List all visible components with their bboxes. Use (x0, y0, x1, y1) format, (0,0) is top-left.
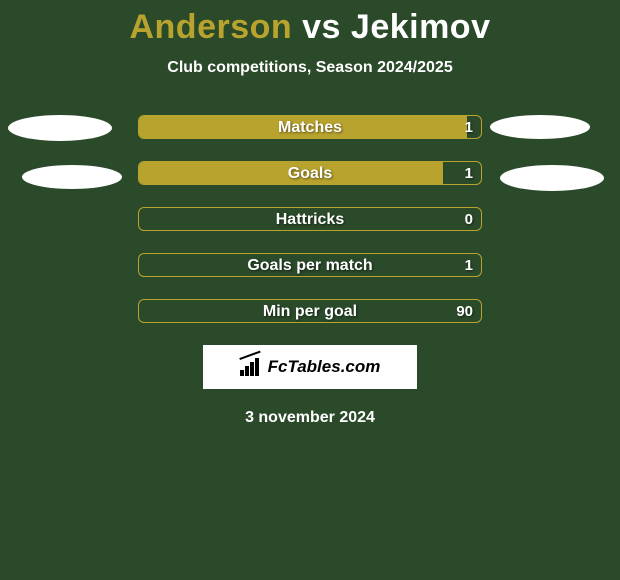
bar-label: Min per goal (139, 300, 481, 323)
vs-label: vs (302, 8, 341, 46)
bar-label: Matches (139, 116, 481, 139)
bar-label: Goals per match (139, 254, 481, 277)
logo-chart-icon (240, 358, 262, 376)
widget-container: Anderson vs Jekimov Club competitions, S… (0, 0, 620, 427)
stat-bar-row: Goals per match1 (138, 253, 482, 277)
stat-bar-row: Hattricks0 (138, 207, 482, 231)
bar-label: Hattricks (139, 208, 481, 231)
bar-value-right: 1 (465, 116, 473, 139)
decorative-ellipse (22, 165, 122, 189)
date-label: 3 november 2024 (0, 409, 620, 427)
stat-bar-row: Min per goal90 (138, 299, 482, 323)
bar-value-right: 1 (465, 162, 473, 185)
bar-label: Goals (139, 162, 481, 185)
decorative-ellipse (8, 115, 112, 141)
subtitle: Club competitions, Season 2024/2025 (0, 59, 620, 77)
fctables-logo[interactable]: FcTables.com (203, 345, 417, 389)
page-title: Anderson vs Jekimov (0, 8, 620, 47)
stat-bars: Matches1Goals1Hattricks0Goals per match1… (138, 115, 482, 323)
stats-area: Matches1Goals1Hattricks0Goals per match1… (0, 115, 620, 323)
decorative-ellipse (490, 115, 590, 139)
logo-text: FcTables.com (268, 357, 381, 377)
bar-value-right: 1 (465, 254, 473, 277)
stat-bar-row: Matches1 (138, 115, 482, 139)
player1-name: Anderson (129, 8, 292, 46)
bar-value-right: 90 (456, 300, 473, 323)
bar-value-right: 0 (465, 208, 473, 231)
player2-name: Jekimov (351, 8, 491, 46)
decorative-ellipse (500, 165, 604, 191)
stat-bar-row: Goals1 (138, 161, 482, 185)
